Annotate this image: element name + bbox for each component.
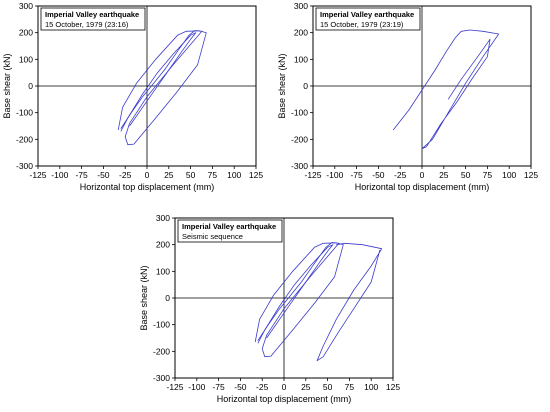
x-tick-label: -125 xyxy=(166,382,183,392)
x-tick-label: 100 xyxy=(227,170,241,180)
x-tick-label: -50 xyxy=(97,170,110,180)
y-tick-label: 0 xyxy=(28,81,33,91)
annotation-box xyxy=(40,7,146,31)
y-tick-label: -300 xyxy=(153,373,170,383)
x-tick-label: 25 xyxy=(164,170,174,180)
x-tick-label: -75 xyxy=(212,382,225,392)
y-axis-label: Base shear (kN) xyxy=(277,53,287,118)
y-tick-label: -300 xyxy=(16,161,33,171)
x-tick-label: 75 xyxy=(208,170,218,180)
x-tick-label: -25 xyxy=(394,170,407,180)
y-tick-label: -300 xyxy=(291,161,308,171)
x-tick-label: -125 xyxy=(29,170,46,180)
x-tick-label: 0 xyxy=(145,170,150,180)
x-tick-label: -75 xyxy=(75,170,88,180)
annotation-title: Imperial Valley earthquake xyxy=(45,10,139,19)
x-tick-label: 25 xyxy=(439,170,449,180)
y-tick-label: 0 xyxy=(165,293,170,303)
hysteresis-series-3 xyxy=(316,242,383,362)
annotation-box xyxy=(177,219,283,243)
x-tick-label: -100 xyxy=(51,170,68,180)
y-tick-label: -200 xyxy=(153,346,170,356)
annotation-subtitle: Seismic sequence xyxy=(182,232,243,241)
x-tick-label: -50 xyxy=(234,382,247,392)
x-tick-label: 75 xyxy=(483,170,493,180)
x-tick-label: -100 xyxy=(326,170,343,180)
x-tick-label: -125 xyxy=(304,170,321,180)
annotation-subtitle: 15 October, 1979 (23:16) xyxy=(45,20,129,29)
annotation-box xyxy=(315,7,421,31)
y-tick-label: -100 xyxy=(16,108,33,118)
x-tick-label: -75 xyxy=(350,170,363,180)
y-tick-label: 300 xyxy=(156,213,170,223)
annotation-title: Imperial Valley earthquake xyxy=(320,10,414,19)
x-axis-label: Horizontal top displacement (mm) xyxy=(80,182,215,192)
y-tick-label: 200 xyxy=(19,28,33,38)
chart-panel-1: -125 -100 -75 -50 -25 0 25 50 75 100 125 -300 -200 -1… xyxy=(0,0,275,200)
chart-panel-2: -125 -100 -75 -50 -25 0 25 50 75 100 125 -300 -200 -1… xyxy=(275,0,550,200)
hysteresis-series-2 xyxy=(120,32,197,132)
x-tick-label: 50 xyxy=(461,170,471,180)
x-tick-label: -100 xyxy=(188,382,205,392)
y-tick-label: -200 xyxy=(16,134,33,144)
x-tick-label: 100 xyxy=(502,170,516,180)
x-axis-label: Horizontal top displacement (mm) xyxy=(217,394,352,404)
y-axis-label: Base shear (kN) xyxy=(139,265,149,330)
y-tick-label: 200 xyxy=(156,240,170,250)
x-tick-label: -50 xyxy=(372,170,385,180)
x-tick-label: -25 xyxy=(256,382,269,392)
y-tick-label: -100 xyxy=(291,108,308,118)
x-tick-label: 0 xyxy=(282,382,287,392)
x-tick-label: 125 xyxy=(386,382,400,392)
y-tick-label: -100 xyxy=(153,320,170,330)
y-tick-label: 100 xyxy=(19,54,33,64)
hysteresis-series-1 xyxy=(254,242,344,358)
x-tick-label: 100 xyxy=(364,382,378,392)
x-tick-label: 75 xyxy=(345,382,355,392)
x-tick-label: 125 xyxy=(524,170,538,180)
y-tick-label: 100 xyxy=(156,266,170,276)
chart-svg-2: -125 -100 -75 -50 -25 0 25 50 75 100 125 -300 -200 -1… xyxy=(277,1,538,192)
y-tick-label: 100 xyxy=(294,54,308,64)
x-tick-label: -25 xyxy=(119,170,132,180)
y-tick-label: 200 xyxy=(294,28,308,38)
x-tick-label: 125 xyxy=(249,170,263,180)
y-tick-label: -200 xyxy=(291,134,308,144)
chart-svg-1: -125 -100 -75 -50 -25 0 25 50 75 100 125 -300 -200 -1… xyxy=(2,1,263,192)
x-axis-label: Horizontal top displacement (mm) xyxy=(355,182,490,192)
hysteresis-series-2 xyxy=(257,244,334,344)
hysteresis-series-1 xyxy=(392,29,500,150)
chart-panel-3: -125 -100 -75 -50 -25 0 25 50 75 100 125 -300 -200 -1… xyxy=(137,212,412,412)
y-tick-label: 300 xyxy=(294,1,308,11)
chart-svg-3: -125 -100 -75 -50 -25 0 25 50 75 100 125 -300 -200 -1… xyxy=(139,213,400,404)
x-tick-label: 0 xyxy=(420,170,425,180)
y-tick-label: 0 xyxy=(303,81,308,91)
x-tick-label: 25 xyxy=(301,382,311,392)
annotation-subtitle: 15 October, 1979 (23:19) xyxy=(320,20,404,29)
x-tick-label: 50 xyxy=(186,170,196,180)
annotation-title: Imperial Valley earthquake xyxy=(182,222,276,231)
hysteresis-series-1 xyxy=(117,30,207,146)
y-tick-label: 300 xyxy=(19,1,33,11)
y-axis-label: Base shear (kN) xyxy=(2,53,12,118)
x-tick-label: 50 xyxy=(323,382,333,392)
